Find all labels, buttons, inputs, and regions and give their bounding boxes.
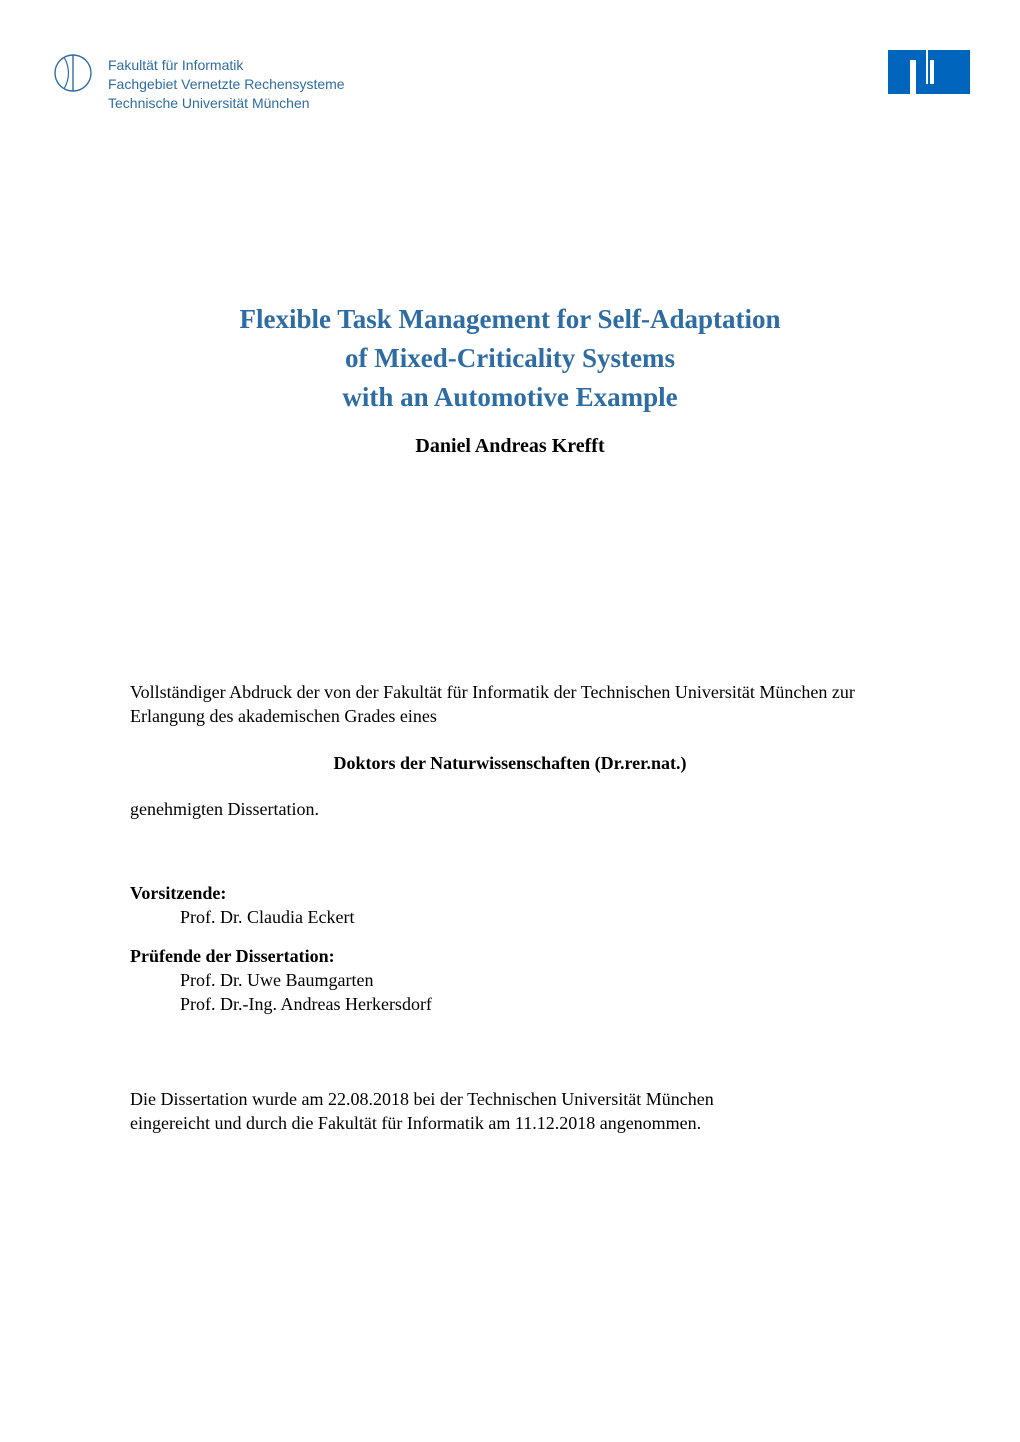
chair-name: Prof. Dr. Claudia Eckert [130,905,890,929]
submission-line-1: Die Dissertation wurde am 22.08.2018 bei… [130,1087,890,1111]
submission-block: Die Dissertation wurde am 22.08.2018 bei… [130,1087,890,1136]
faculty-line-2: Fachgebiet Vernetzte Rechensysteme [108,75,345,94]
preamble-text: Vollständiger Abdruck der von der Fakult… [130,680,890,729]
title-line-3: with an Automotive Example [0,378,1020,417]
examiner-1: Prof. Dr. Uwe Baumgarten [130,968,890,992]
body-block: Vollständiger Abdruck der von der Fakult… [130,680,890,1135]
title-line-1: Flexible Task Management for Self-Adapta… [0,300,1020,339]
author-name: Daniel Andreas Krefft [0,435,1020,458]
chair-block: Vorsitzende: Prof. Dr. Claudia Eckert [130,881,890,930]
chair-label: Vorsitzende: [130,881,890,905]
title-block: Flexible Task Management for Self-Adapta… [0,300,1020,417]
page-header: Fakultät für Informatik Fachgebiet Verne… [50,50,970,113]
degree-text: Doktors der Naturwissenschaften (Dr.rer.… [130,751,890,775]
faculty-logo-icon [50,50,96,101]
faculty-info: Fakultät für Informatik Fachgebiet Verne… [108,50,345,113]
faculty-line-1: Fakultät für Informatik [108,56,345,75]
faculty-line-3: Technische Universität München [108,94,345,113]
title-line-2: of Mixed-Criticality Systems [0,339,1020,378]
tum-logo-icon [888,50,970,99]
examiner-2: Prof. Dr.-Ing. Andreas Herkersdorf [130,992,890,1016]
approved-text: genehmigten Dissertation. [130,797,890,821]
header-left: Fakultät für Informatik Fachgebiet Verne… [50,50,345,113]
examiners-label: Prüfende der Dissertation: [130,944,890,968]
examiners-block: Prüfende der Dissertation: Prof. Dr. Uwe… [130,944,890,1017]
submission-line-2: eingereicht und durch die Fakultät für I… [130,1111,890,1135]
